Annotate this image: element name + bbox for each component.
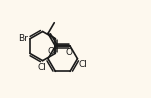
Text: O: O [47, 47, 54, 56]
Text: Cl: Cl [37, 63, 46, 72]
Text: Cl: Cl [78, 60, 87, 69]
Text: Br: Br [18, 34, 28, 43]
Text: O: O [65, 48, 72, 57]
